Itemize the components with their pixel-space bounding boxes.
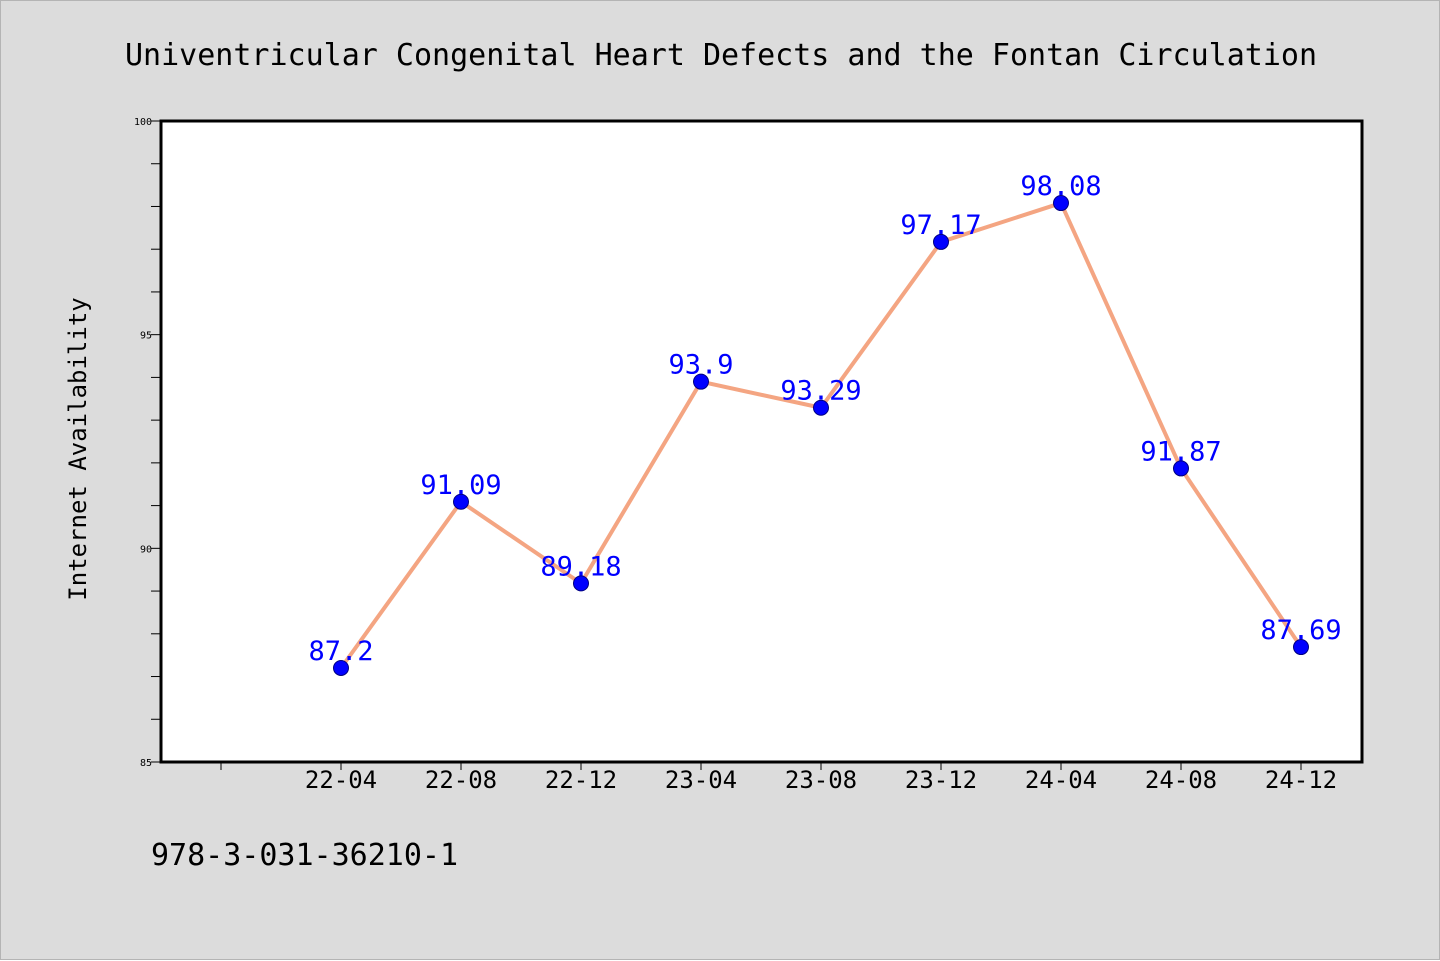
data-point <box>453 493 469 510</box>
plot-area <box>159 119 1364 764</box>
y-tick-label: 95 <box>140 331 152 342</box>
x-axis: 22-04 22-08 22-12 23-04 23-08 23-12 24-04 24-08… <box>220 762 1337 794</box>
data-label: 91.09 <box>420 470 501 501</box>
x-tick-label: 23-04 <box>665 766 737 794</box>
data-label: 91.87 <box>1140 436 1221 467</box>
data-point <box>1293 639 1309 656</box>
data-label: 87.2 <box>308 636 373 667</box>
x-tick-label: 22-08 <box>425 766 497 794</box>
data-point <box>333 659 349 676</box>
data-label: 93.9 <box>668 350 733 381</box>
data-point <box>693 373 709 390</box>
x-tick-label: 23-12 <box>905 766 977 794</box>
data-label: 87.69 <box>1260 615 1341 646</box>
x-tick-label: 23-08 <box>785 766 857 794</box>
data-label: 89.18 <box>540 551 621 582</box>
y-axis: 85 90 95 100 <box>134 117 161 769</box>
x-tick-label: 24-12 <box>1265 766 1337 794</box>
data-point <box>813 399 829 416</box>
chart-title: Univentricular Congenital Heart Defects … <box>125 38 1317 73</box>
x-tick-label: 22-12 <box>545 766 617 794</box>
data-point <box>933 233 949 250</box>
data-point <box>1053 195 1069 212</box>
x-tick-label: 24-08 <box>1145 766 1217 794</box>
x-tick-label: 24-04 <box>1025 766 1097 794</box>
data-label: 98.08 <box>1020 171 1101 202</box>
footer-isbn: 978-3-031-36210-1 <box>151 838 458 873</box>
data-label: 97.17 <box>900 210 981 241</box>
data-point <box>573 575 589 592</box>
y-tick-label: 100 <box>134 117 152 128</box>
data-point <box>1173 460 1189 477</box>
y-axis-label: Internet Availability <box>64 297 92 600</box>
series-layer: 87.2 91.09 89.18 93.9 93.29 97.17 98.08 91.87 87… <box>308 171 1342 676</box>
y-tick-label: 85 <box>140 758 152 769</box>
y-tick-label: 90 <box>140 544 152 555</box>
data-label: 93.29 <box>780 376 861 407</box>
x-tick-label: 22-04 <box>305 766 377 794</box>
